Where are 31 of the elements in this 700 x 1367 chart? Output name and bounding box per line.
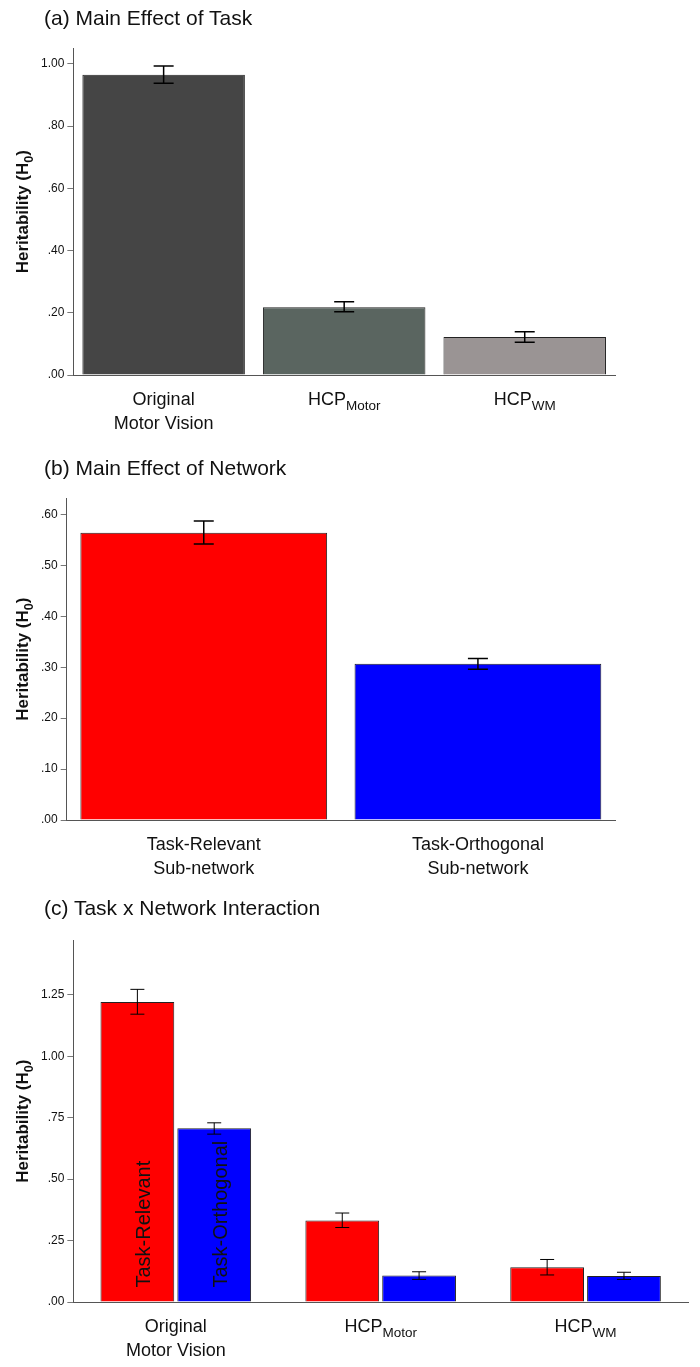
x-tick-label: Original Motor Vision [113, 389, 214, 433]
series-label: Task-Relevant [131, 1160, 154, 1288]
chart-title: (b) Main Effect of Network [44, 456, 287, 480]
y-tick-label: .20 [40, 710, 58, 725]
y-tick-label: .60 [40, 506, 58, 521]
y-tick-label: .60 [47, 180, 65, 195]
y-tick-label: .50 [40, 557, 58, 572]
y-axis-title: Heritability (H0) [13, 149, 37, 274]
y-tick-label: .25 [47, 1232, 65, 1247]
y-tick-label: .00 [40, 812, 58, 827]
chart-title: (c) Task x Network Interaction [44, 896, 321, 920]
y-tick-label: 1.00 [41, 1048, 65, 1063]
y-axis-title: Heritability (H0) [13, 1059, 37, 1183]
y-tick-label: .40 [47, 242, 65, 257]
y-tick-label: .40 [40, 608, 58, 623]
x-tick-label: Task-Relevant Sub-network [146, 834, 261, 878]
y-tick-label: .00 [47, 367, 65, 382]
y-tick-label: 1.25 [41, 987, 65, 1002]
y-tick-label: 1.00 [41, 56, 65, 71]
y-tick-label: .10 [40, 761, 58, 776]
y-tick-label: .30 [40, 659, 58, 674]
series-label: Task-Orthogonal [208, 1140, 231, 1288]
x-tick-label: Original Motor Vision [125, 1316, 226, 1360]
y-tick-label: .20 [47, 305, 65, 320]
y-tick-label: .50 [47, 1171, 65, 1186]
y-axis-title: Heritability (H0) [13, 597, 37, 721]
y-tick-label: .75 [47, 1109, 65, 1124]
x-tick-label: Task-Orthogonal Sub-network [411, 834, 544, 878]
y-tick-label: .00 [47, 1294, 65, 1309]
y-tick-label: .80 [47, 118, 65, 133]
chart-title: (a) Main Effect of Task [44, 6, 253, 30]
